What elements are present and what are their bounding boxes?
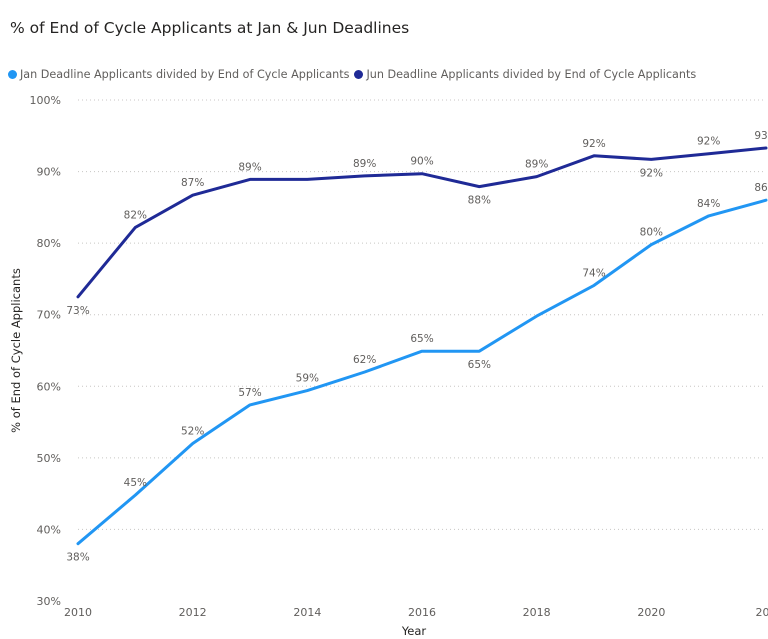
y-axis-ticks: 30% 40% 50% 60% 70% 80% 90% 100% <box>30 94 61 608</box>
data-label: 52% <box>181 426 204 438</box>
y-tick-label: 70% <box>37 309 61 322</box>
data-label: 73% <box>66 305 89 317</box>
x-tick-label: 2020 <box>637 606 665 619</box>
y-tick-label: 50% <box>37 452 61 465</box>
data-label: 89% <box>238 161 261 173</box>
data-label: 45% <box>124 477 147 489</box>
data-label: 92% <box>582 138 605 150</box>
data-label: 65% <box>410 333 433 345</box>
x-tick-label: 2018 <box>523 606 551 619</box>
legend-item-jun[interactable]: Jun Deadline Applicants divided by End o… <box>354 68 696 81</box>
y-tick-label: 80% <box>37 237 61 250</box>
data-label: 92% <box>697 136 720 148</box>
data-label: 80% <box>640 227 663 239</box>
y-tick-label: 90% <box>37 166 61 179</box>
x-tick-label: 2012 <box>179 606 207 619</box>
data-label: 74% <box>582 267 605 279</box>
y-axis-title: % of End of Cycle Applicants <box>9 268 23 433</box>
data-label: 59% <box>296 373 319 385</box>
legend-item-jan[interactable]: Jan Deadline Applicants divided by End o… <box>8 68 349 81</box>
gridlines <box>78 99 766 530</box>
legend-label-jun: Jun Deadline Applicants divided by End o… <box>366 68 697 81</box>
legend: Jan Deadline Applicants divided by End o… <box>8 68 701 81</box>
data-labels: 38% 45% 52% 57% 59% 62% 65% 65% 74% 80% 84% 86% 73% 8… <box>66 130 768 564</box>
data-label: 84% <box>697 198 720 210</box>
x-axis-ticks: 2010 2012 2014 2016 2018 2020 202 <box>64 606 768 619</box>
y-tick-label: 60% <box>37 380 61 393</box>
data-label: 89% <box>353 158 376 170</box>
series-lines <box>76 146 768 546</box>
legend-marker-jan-icon <box>8 70 17 79</box>
data-label: 65% <box>468 359 491 371</box>
x-axis-title: Year <box>401 624 427 638</box>
data-label: 38% <box>66 552 89 564</box>
data-label: 93% <box>754 130 768 142</box>
data-label: 87% <box>181 177 204 189</box>
y-tick-label: 40% <box>37 523 61 536</box>
data-label: 62% <box>353 354 376 366</box>
data-label: 88% <box>468 195 491 207</box>
x-tick-label: 2016 <box>408 606 436 619</box>
data-label: 57% <box>238 387 261 399</box>
data-label: 82% <box>124 209 147 221</box>
data-label: 89% <box>525 159 548 171</box>
legend-marker-jun-icon <box>354 70 364 79</box>
x-tick-label: 202 <box>756 606 768 619</box>
y-tick-label: 30% <box>37 595 61 608</box>
series-line-jun[interactable] <box>76 146 768 299</box>
series-line-jan[interactable] <box>76 198 768 546</box>
chart-title: % of End of Cycle Applicants at Jan & Ju… <box>10 19 410 37</box>
legend-label-jan: Jan Deadline Applicants divided by End o… <box>20 68 350 81</box>
y-tick-label: 100% <box>30 94 61 107</box>
data-label: 90% <box>410 156 433 168</box>
x-tick-label: 2014 <box>293 606 321 619</box>
x-tick-label: 2010 <box>64 606 92 619</box>
data-label: 92% <box>640 167 663 179</box>
data-label: 86% <box>754 182 768 194</box>
